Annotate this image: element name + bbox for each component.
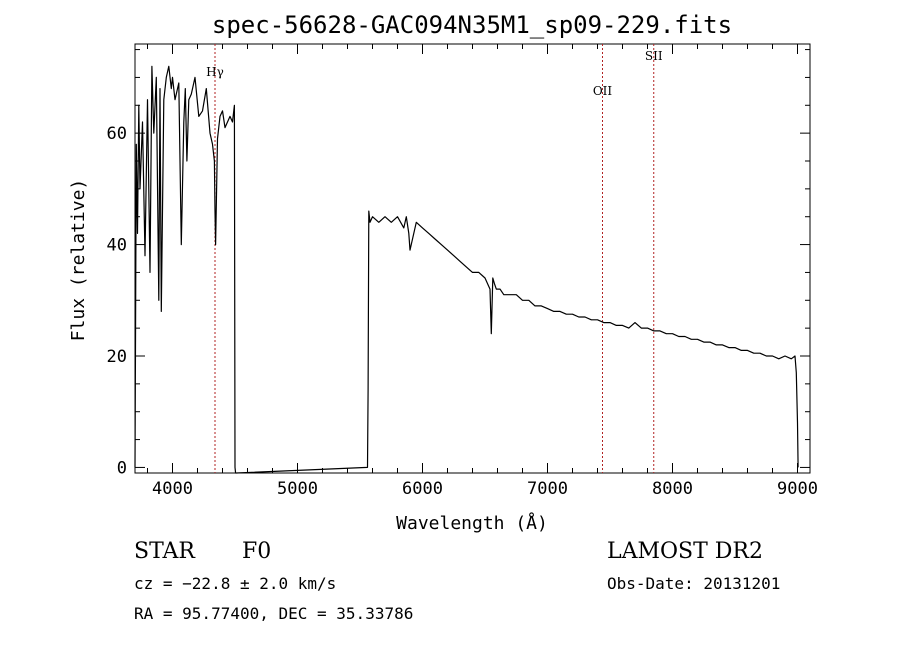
survey-name: LAMOST DR2 bbox=[607, 539, 763, 564]
sky-coordinates: RA = 95.77400, DEC = 35.33786 bbox=[134, 604, 414, 623]
x-tick-label: 8000 bbox=[652, 479, 693, 499]
y-tick-label: 0 bbox=[117, 458, 127, 478]
object-class: STAR bbox=[134, 539, 195, 564]
x-tick-label: 6000 bbox=[402, 479, 443, 499]
x-axis-label: Wavelength (Å) bbox=[396, 512, 548, 534]
y-tick-label: 40 bbox=[107, 236, 127, 256]
y-tick-label: 60 bbox=[107, 124, 127, 144]
x-tick-label: 5000 bbox=[277, 479, 318, 499]
plot-frame bbox=[134, 43, 811, 474]
x-tick-label: 9000 bbox=[777, 479, 818, 499]
redshift-velocity: cz = −22.8 ± 2.0 km/s bbox=[134, 574, 337, 593]
x-tick-label: 7000 bbox=[527, 479, 568, 499]
spectral-line-label: Hγ bbox=[206, 65, 224, 79]
chart-title: spec-56628-GAC094N35M1_sp09-229.fits bbox=[212, 11, 732, 39]
y-axis-label: Flux (relative) bbox=[68, 179, 89, 342]
observation-date: Obs-Date: 20131201 bbox=[607, 574, 781, 593]
spectral-line-label: SII bbox=[645, 49, 663, 63]
spectral-line-label: OII bbox=[593, 84, 613, 98]
y-tick-label: 20 bbox=[107, 347, 127, 367]
spectrum-line bbox=[134, 65, 799, 474]
x-tick-label: 4000 bbox=[152, 479, 193, 499]
spectral-subclass: F0 bbox=[242, 539, 272, 564]
